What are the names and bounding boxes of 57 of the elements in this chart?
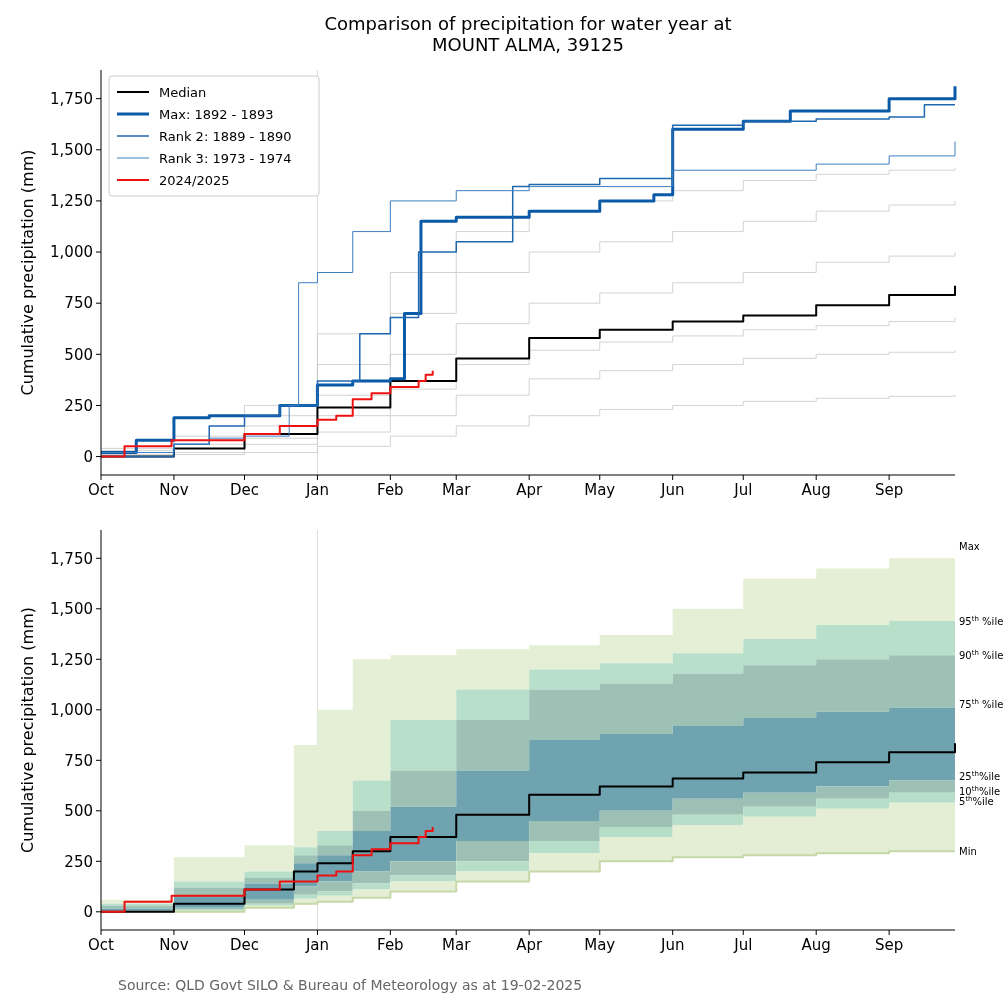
y-tick-label: 500 xyxy=(64,345,93,364)
legend-label: Max: 1892 - 1893 xyxy=(159,106,274,122)
x-tick-label: Sep xyxy=(874,481,904,499)
series-label: 5$^{th}$%ile xyxy=(959,794,994,807)
x-tick-label: Jan xyxy=(304,936,329,954)
x-tick-label: Mar xyxy=(442,481,472,499)
x-tick-label: Jun xyxy=(659,481,685,499)
y-tick-label: 1,000 xyxy=(50,701,93,720)
x-tick-label: Oct xyxy=(88,481,115,499)
x-tick-label: Jul xyxy=(733,481,753,499)
y-tick-label: 1,250 xyxy=(50,650,93,669)
series-label: 10$^{th}$%ile xyxy=(959,784,1001,797)
y-tick-label: 0 xyxy=(83,903,93,922)
x-tick-label: Jun xyxy=(659,936,685,954)
x-tick-label: Oct xyxy=(88,936,115,954)
series-label: 90$^{th}$ %ile xyxy=(959,649,1004,662)
y-tick-label: 1,500 xyxy=(50,600,93,619)
y-tick-label: 1,500 xyxy=(50,141,93,160)
source-note: Source: QLD Govt SILO & Bureau of Meteorology as at 19-02-2025 xyxy=(118,977,583,993)
legend-label: 2024/2025 xyxy=(159,172,230,188)
x-tick-label: Jul xyxy=(733,936,753,954)
legend-label: Rank 2: 1889 - 1890 xyxy=(159,128,292,144)
x-tick-label: Aug xyxy=(801,936,831,954)
y-tick-label: 0 xyxy=(83,447,93,466)
x-tick-label: Feb xyxy=(377,936,404,954)
y-tick-label: 750 xyxy=(64,751,93,770)
series-label: 95$^{th}$ %ile xyxy=(959,614,1004,627)
x-tick-label: Apr xyxy=(516,481,543,499)
y-axis-title: Cumulative precipitation (mm) xyxy=(18,149,38,396)
series-label: 75$^{th}$ %ile xyxy=(959,697,1004,710)
y-tick-label: 250 xyxy=(64,396,93,415)
legend-label: Median xyxy=(159,84,207,100)
x-tick-label: Mar xyxy=(442,936,472,954)
legend-label: Rank 3: 1973 - 1974 xyxy=(159,150,292,166)
x-tick-label: Jan xyxy=(304,481,329,499)
y-tick-label: 1,250 xyxy=(50,192,93,211)
x-tick-label: Dec xyxy=(229,936,260,954)
chart-title: Comparison of precipitation for water year at MOUNT ALMA, 39125 xyxy=(324,13,732,55)
y-tick-label: 1,750 xyxy=(50,549,93,568)
x-tick-label: Nov xyxy=(159,481,189,499)
y-axis-title: Cumulative precipitation (mm) xyxy=(18,607,38,853)
x-tick-label: May xyxy=(584,481,616,499)
x-tick-label: Apr xyxy=(516,936,543,954)
x-tick-label: Sep xyxy=(874,936,904,954)
x-tick-label: Feb xyxy=(377,481,404,499)
y-tick-label: 500 xyxy=(64,802,93,821)
y-tick-label: 1,000 xyxy=(50,243,93,262)
x-tick-label: Dec xyxy=(229,481,260,499)
series-label: Min xyxy=(959,846,977,858)
y-tick-label: 250 xyxy=(64,852,93,871)
series-label: 25$^{th}$%ile xyxy=(959,770,1001,783)
x-tick-label: May xyxy=(584,936,616,954)
y-tick-label: 750 xyxy=(64,294,93,313)
x-tick-label: Nov xyxy=(159,936,189,954)
y-tick-label: 1,750 xyxy=(50,89,93,108)
x-tick-label: Aug xyxy=(801,481,831,499)
series-label: Max xyxy=(959,541,980,553)
